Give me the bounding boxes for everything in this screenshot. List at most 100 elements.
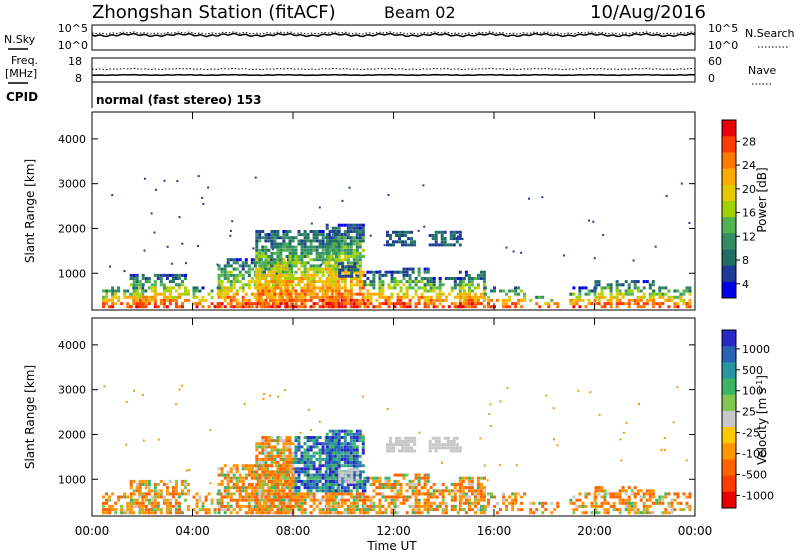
data-cell [606,501,610,505]
data-cell [261,445,265,449]
data-cell [267,258,271,262]
data-cell [337,233,341,237]
data-cell [273,289,277,293]
data-cell [414,489,418,493]
data-cell [438,289,442,293]
data-cell [309,461,313,464]
data-cell [593,289,597,293]
data-cell [331,239,335,243]
data-cell [108,305,112,309]
data-cell [285,261,289,265]
data-cell [141,393,144,396]
data-cell [184,479,187,483]
data-cell [408,298,412,302]
data-cell [294,454,298,458]
data-cell [138,495,142,499]
data-cell [153,511,157,515]
data-cell [232,258,236,262]
data-cell [366,508,370,512]
data-cell [396,280,400,284]
data-cell [238,305,242,309]
data-cell [349,289,353,293]
data-cell [396,504,400,508]
data-cell [328,436,332,439]
data-cell [330,298,334,302]
data-cell [358,292,362,296]
data-cell [550,511,554,515]
data-cell [337,464,341,468]
data-cell [273,492,277,496]
data-cell [184,298,187,302]
data-cell [165,511,169,515]
data-cell [633,508,637,512]
data-cell [642,286,646,290]
data-cell [297,498,301,502]
data-cell [600,504,604,508]
data-cell [434,243,438,247]
data-cell [273,267,277,271]
data-cell [325,498,329,502]
data-cell [389,234,392,237]
data-cell [615,283,619,287]
data-cell [476,298,480,302]
data-cell [372,479,376,483]
data-cell [244,258,248,262]
data-cell [417,498,421,502]
data-cell [325,439,329,443]
data-cell [667,305,671,309]
data-cell [606,492,610,496]
data-cell [180,479,184,483]
data-cell [294,498,298,502]
data-cell [325,432,329,436]
data-cell [288,464,292,468]
data-cell [593,298,597,302]
data-cell [470,489,474,493]
data-cell [312,245,316,249]
freq-tick-bottom: 8 [75,72,82,85]
data-cell [679,508,683,512]
data-cell [334,248,338,252]
data-cell [338,471,342,475]
data-cell [138,483,142,486]
data-cell [235,476,239,480]
data-cell [277,305,281,309]
data-cell [144,295,148,299]
data-cell [181,242,184,245]
data-cell [207,292,211,296]
data-cell [288,442,292,446]
data-cell [355,230,359,233]
data-cell [556,305,560,309]
data-cell [294,255,298,258]
data-cell [627,298,631,302]
data-cell [258,258,262,262]
data-cell [402,277,406,280]
data-cell [111,292,115,296]
data-cell [141,305,145,309]
freq-panel [91,57,696,83]
data-cell [258,267,262,271]
data-cell [334,429,338,433]
data-cell [238,508,242,512]
data-cell [393,492,397,496]
data-cell [334,436,338,439]
data-cell [393,495,397,499]
data-cell [150,495,154,499]
data-cell [648,292,652,296]
data-cell [456,292,460,296]
data-cell [331,445,335,449]
data-cell [457,235,459,238]
data-cell [129,492,133,496]
data-cell [532,511,536,515]
data-cell [443,230,447,234]
data-cell [141,498,145,502]
data-cell [153,305,157,309]
data-cell [405,495,409,499]
data-cell [126,495,130,499]
data-cell [238,479,242,483]
data-cell [226,270,230,274]
data-cell [462,289,466,293]
data-cell [288,492,292,496]
data-cell [423,476,427,480]
data-cell [210,302,214,306]
data-cell [652,495,656,499]
